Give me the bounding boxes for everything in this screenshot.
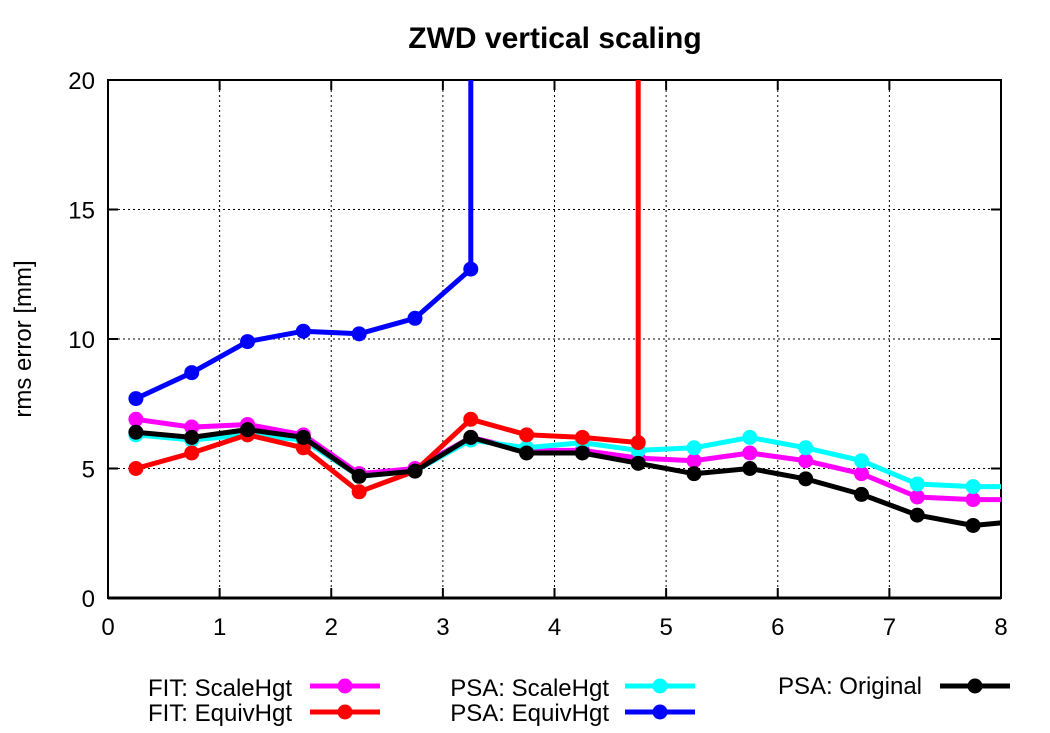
data-point <box>686 440 702 456</box>
series-psa-equivhgt <box>128 80 479 407</box>
series-fit-scalehgt <box>128 411 1001 508</box>
y-tick-label: 15 <box>68 198 95 225</box>
data-point <box>742 429 758 445</box>
data-point <box>909 489 925 505</box>
legend-swatch-marker <box>337 704 353 720</box>
data-point <box>798 471 814 487</box>
legend-label: PSA: Original <box>778 673 922 700</box>
x-tick-label: 6 <box>771 614 784 641</box>
x-tick-label: 5 <box>659 614 672 641</box>
data-point <box>574 429 590 445</box>
legend-entry: PSA: EquivHgt <box>450 700 695 727</box>
legend-swatch-marker <box>652 678 668 694</box>
grid <box>108 80 1001 598</box>
x-tick-label: 0 <box>101 614 114 641</box>
data-point <box>295 440 311 456</box>
legend-entry: PSA: ScaleHgt <box>450 675 695 702</box>
data-point <box>184 419 200 435</box>
y-tick-label: 0 <box>82 586 95 613</box>
data-point <box>295 323 311 339</box>
y-tick-label: 10 <box>68 327 95 354</box>
data-point <box>128 461 144 476</box>
data-point <box>351 326 367 342</box>
data-point <box>128 411 144 427</box>
data-point <box>463 261 479 277</box>
data-point <box>295 429 311 445</box>
y-tick-label: 20 <box>68 68 95 95</box>
data-point <box>351 484 367 500</box>
data-point <box>128 391 144 407</box>
data-point <box>407 310 423 326</box>
data-point <box>630 435 646 451</box>
series-group <box>128 80 1002 533</box>
data-point <box>798 453 814 469</box>
data-point <box>240 422 256 438</box>
data-point <box>519 427 535 443</box>
data-point <box>909 476 925 492</box>
data-point <box>686 466 702 482</box>
legend-swatch-marker <box>337 678 353 694</box>
x-tick-label: 8 <box>994 614 1007 641</box>
x-tick-label: 4 <box>548 614 561 641</box>
legend-label: PSA: EquivHgt <box>450 700 609 727</box>
legend-label: FIT: ScaleHgt <box>148 675 292 702</box>
legend-swatch-marker <box>652 704 668 720</box>
data-point <box>463 411 479 427</box>
data-point <box>630 455 646 471</box>
legend-entry: FIT: ScaleHgt <box>148 675 380 702</box>
data-point <box>853 453 869 469</box>
data-point <box>965 479 981 495</box>
data-point <box>407 463 423 479</box>
y-axis-label: rms error [mm] <box>10 260 37 417</box>
data-point <box>965 517 981 533</box>
series-line <box>134 80 474 401</box>
x-tick-label: 2 <box>325 614 338 641</box>
legend-swatch-marker <box>967 678 983 694</box>
data-point <box>742 461 758 476</box>
legend-label: FIT: EquivHgt <box>148 700 292 727</box>
data-point <box>574 445 590 461</box>
data-point <box>184 365 200 381</box>
data-point <box>184 445 200 461</box>
legend-label: PSA: ScaleHgt <box>450 675 609 702</box>
axis-ticks: 0 1 2 3 4 5 6 7 8 0 5 10 15 20 <box>68 68 1007 641</box>
data-point <box>853 486 869 502</box>
data-point <box>909 507 925 523</box>
chart-title: ZWD vertical scaling <box>408 22 701 55</box>
data-point <box>798 440 814 456</box>
data-point <box>184 429 200 445</box>
data-point <box>686 453 702 469</box>
data-point <box>742 445 758 461</box>
data-point <box>351 468 367 484</box>
data-point <box>965 492 981 508</box>
data-point <box>519 445 535 461</box>
legend-entry: FIT: EquivHgt <box>148 700 380 727</box>
data-point <box>853 466 869 482</box>
legend-entry: PSA: Original <box>778 673 1010 700</box>
y-tick-label: 5 <box>82 457 95 484</box>
x-tick-label: 3 <box>436 614 449 641</box>
series-line <box>135 80 641 495</box>
series-psa-original <box>128 422 1002 533</box>
x-tick-label: 7 <box>883 614 896 641</box>
x-tick-label: 1 <box>213 614 226 641</box>
data-point <box>240 334 256 350</box>
data-point <box>463 429 479 445</box>
data-point <box>128 424 144 440</box>
